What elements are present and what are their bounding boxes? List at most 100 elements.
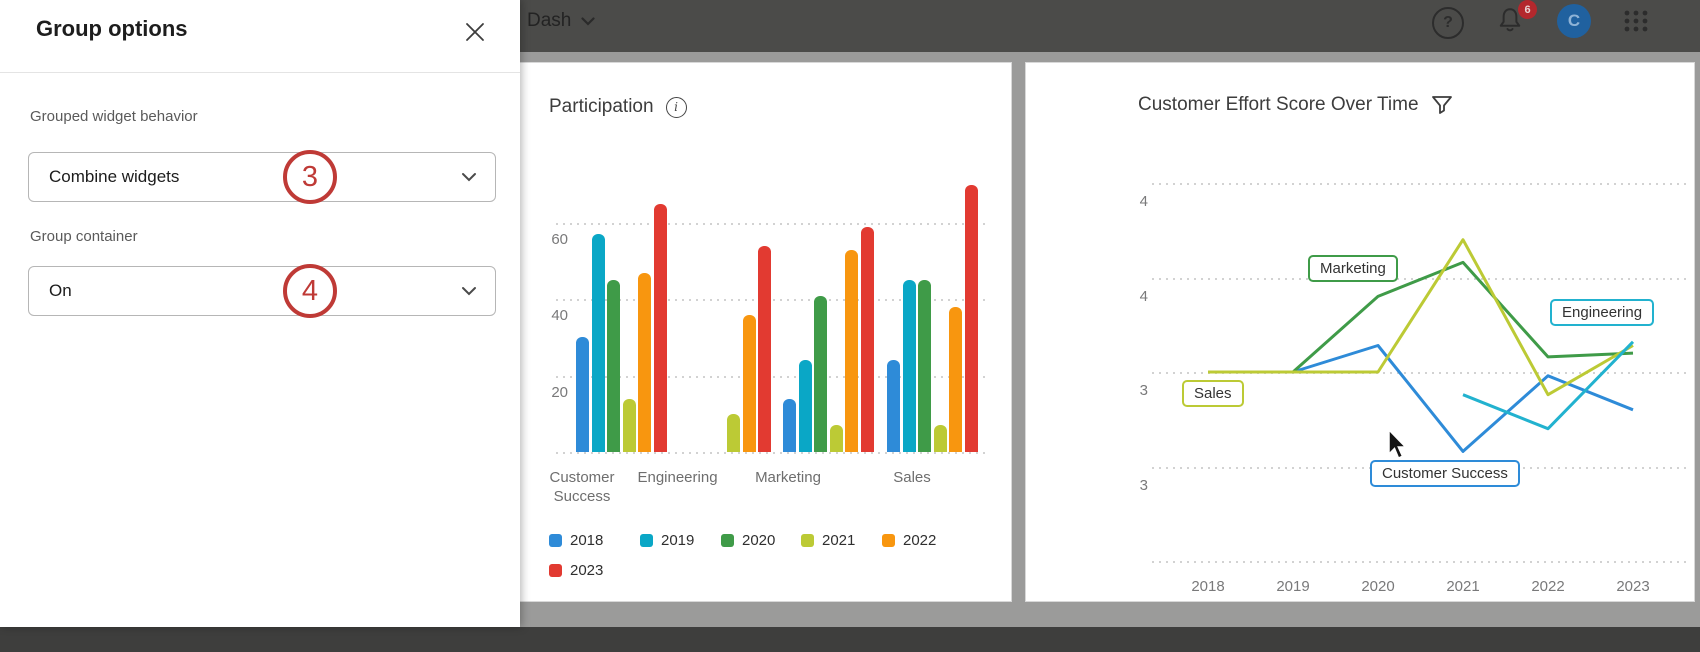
close-icon	[466, 23, 484, 41]
bar-2018-sales	[887, 360, 900, 452]
legend-item-2021[interactable]: 2021	[801, 532, 855, 549]
legend-swatch	[549, 534, 562, 547]
info-icon[interactable]: i	[665, 96, 687, 118]
series-line-customer-success	[1292, 344, 1634, 453]
waffle-grid-icon	[1624, 10, 1648, 32]
legend-label: 2021	[822, 532, 856, 549]
bar-category-label: Engineering	[637, 469, 718, 486]
mouse-cursor	[1388, 430, 1408, 459]
drawer-divider	[0, 72, 520, 73]
group-container-select[interactable]: On	[28, 266, 496, 316]
dashboard-menu[interactable]: Dash	[527, 10, 595, 32]
series-label-customer-success: Customer Success	[1370, 460, 1520, 487]
group-options-drawer: Group options Grouped widget behavior Co…	[0, 0, 520, 627]
line-x-tick: 2019	[1276, 578, 1310, 595]
legend-item-2023[interactable]: 2023	[549, 562, 603, 579]
line-x-tick: 2018	[1191, 578, 1225, 595]
bar-gridline	[556, 222, 988, 225]
bar-2020-customer-success	[607, 280, 620, 452]
notifications-button[interactable]	[1494, 5, 1526, 37]
bar-2022-sales	[949, 306, 962, 452]
line-y-tick: 4	[1139, 193, 1148, 210]
line-y-tick: 3	[1139, 382, 1148, 399]
legend-item-2022[interactable]: 2022	[882, 532, 936, 549]
series-line-engineering	[1462, 340, 1635, 431]
legend-label: 2018	[570, 532, 604, 549]
bell-icon	[1499, 8, 1521, 32]
bar-2018-customer-success	[576, 337, 589, 452]
bar-gridline	[556, 299, 988, 302]
group-container-value: On	[49, 281, 72, 300]
bar-2023-marketing	[860, 226, 874, 452]
bar-2021-sales	[933, 425, 947, 452]
ces-line-plot	[1208, 238, 1635, 453]
line-x-tick: 2023	[1616, 578, 1650, 595]
legend-swatch	[801, 534, 814, 547]
notification-badge: 6	[1518, 0, 1537, 19]
line-gridline	[1152, 561, 1688, 563]
annotation-circle-3: 3	[283, 150, 337, 204]
bar-category-label: Sales	[893, 469, 931, 486]
bar-2022-engineering	[742, 314, 756, 452]
series-line-marketing	[1292, 260, 1634, 374]
legend-item-2020[interactable]: 2020	[721, 532, 775, 549]
bar-2019-sales	[902, 280, 916, 452]
help-button[interactable]: ?	[1432, 7, 1464, 39]
bar-2019-customer-success	[591, 234, 605, 452]
line-gridline	[1152, 183, 1688, 185]
legend-item-2018[interactable]: 2018	[549, 532, 603, 549]
bar-gridline	[556, 375, 988, 378]
series-line-sales	[1208, 238, 1634, 397]
bar-y-tick: 20	[551, 383, 568, 401]
bar-2020-marketing	[814, 295, 827, 452]
bar-2022-customer-success	[638, 272, 651, 452]
series-label-sales: Sales	[1182, 380, 1244, 407]
filter-icon[interactable]	[1431, 95, 1453, 115]
dashboard-menu-label: Dash	[527, 10, 572, 31]
ces-widget: Customer Effort Score Over Time	[1025, 62, 1695, 602]
bar-2023-customer-success	[653, 203, 667, 452]
legend-label: 2020	[742, 532, 776, 549]
question-icon: ?	[1443, 14, 1453, 31]
legend-swatch	[640, 534, 653, 547]
legend-item-2019[interactable]: 2019	[640, 532, 694, 549]
grouped-widget-behavior-select[interactable]: Combine widgets	[28, 152, 496, 202]
legend-swatch	[549, 564, 562, 577]
chevron-down-icon	[581, 16, 595, 26]
legend-swatch	[721, 534, 734, 547]
series-label-marketing: Marketing	[1308, 255, 1398, 282]
ces-title: Customer Effort Score Over Time	[1138, 94, 1419, 115]
app-switcher-button[interactable]	[1622, 7, 1650, 35]
bar-2021-engineering	[727, 413, 740, 452]
avatar[interactable]: C	[1557, 4, 1591, 38]
chevron-down-icon	[462, 173, 476, 182]
legend-label: 2019	[661, 532, 695, 549]
line-y-tick: 3	[1139, 476, 1148, 494]
grouped-widget-behavior-value: Combine widgets	[49, 167, 180, 186]
line-x-tick: 2021	[1446, 578, 1480, 595]
bar-y-tick: 60	[551, 230, 568, 248]
line-y-tick: 4	[1139, 287, 1148, 305]
legend-swatch	[882, 534, 895, 547]
legend-label: 2022	[903, 532, 937, 549]
bar-2023-sales	[964, 184, 978, 452]
series-label-engineering: Engineering	[1550, 299, 1655, 326]
bottom-strip	[0, 627, 1700, 652]
bar-2020-sales	[918, 280, 931, 452]
bar-category-label: Customer Success	[549, 469, 615, 505]
grouped-widget-behavior-label: Grouped widget behavior	[30, 108, 198, 125]
group-container-label: Group container	[30, 228, 138, 245]
annotation-circle-4: 4	[283, 264, 337, 318]
line-x-tick: 2022	[1531, 578, 1565, 595]
bar-2021-customer-success	[622, 398, 636, 452]
bar-2021-marketing	[829, 425, 843, 452]
participation-title: Participation	[549, 96, 654, 117]
bar-2022-marketing	[845, 249, 858, 452]
line-gridline	[1152, 372, 1688, 374]
drawer-title: Group options	[36, 16, 188, 41]
chevron-down-icon	[462, 287, 476, 296]
bar-y-tick: 40	[551, 307, 568, 325]
close-button[interactable]	[461, 18, 489, 46]
bar-2019-marketing	[798, 360, 812, 452]
